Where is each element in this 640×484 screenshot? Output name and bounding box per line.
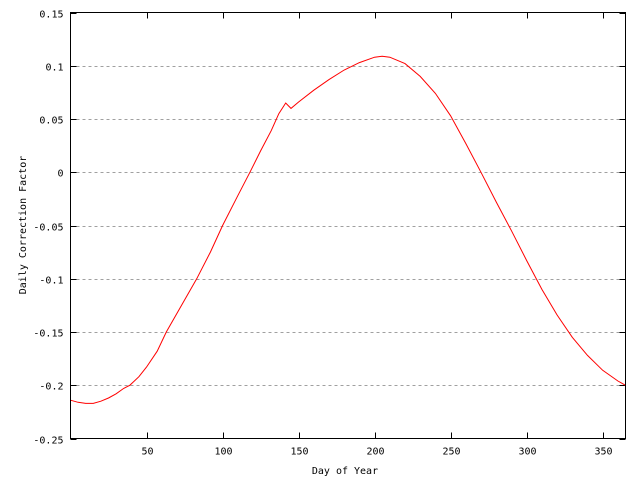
y-tick-label: 0.1 — [45, 63, 63, 74]
x-tick-label: 250 — [442, 447, 460, 458]
series-line — [70, 55, 626, 404]
y-tick-label: -0.1 — [39, 276, 63, 287]
x-tick-label: 50 — [141, 447, 153, 458]
x-tick-label: 300 — [518, 447, 536, 458]
x-tick-label: 150 — [290, 447, 308, 458]
y-tick-label: -0.05 — [33, 223, 63, 234]
x-tick-label: 350 — [594, 447, 612, 458]
y-tick-label: 0 — [57, 169, 63, 180]
grid-lines — [70, 66, 626, 386]
plot-frame — [70, 12, 626, 439]
x-axis: 50 100 150 200 250 300 350 — [141, 12, 613, 458]
y-tick-label: -0.15 — [33, 329, 63, 340]
x-tick-label: 100 — [214, 447, 232, 458]
y-axis: -0.25 -0.2 -0.15 -0.1 -0.05 0 0.05 0.1 0.15 — [33, 10, 626, 447]
y-tick-label: 0.15 — [39, 10, 63, 21]
x-axis-label: Day of Year — [312, 466, 378, 477]
y-axis-label: Daily Correction Factor — [18, 156, 29, 294]
y-tick-label: 0.05 — [39, 116, 63, 127]
y-tick-label: -0.2 — [39, 382, 63, 393]
x-tick-label: 200 — [366, 447, 384, 458]
y-tick-label: -0.25 — [33, 436, 63, 447]
